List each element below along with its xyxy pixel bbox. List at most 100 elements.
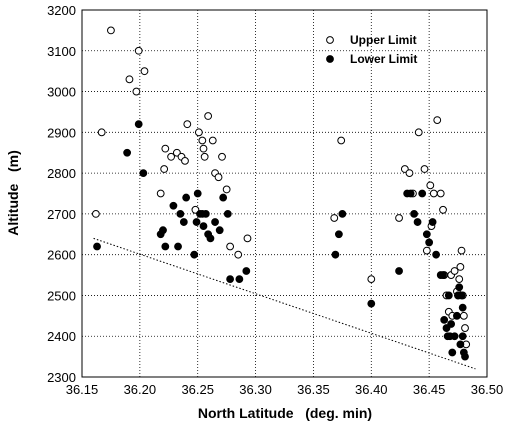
data-points <box>91 26 471 361</box>
upper-limit-point <box>426 181 435 190</box>
upper-limit-point <box>420 165 429 173</box>
legend: Upper Limit Lower Limit <box>326 33 417 66</box>
lower-limit-point <box>432 250 440 259</box>
upper-limit-point <box>405 169 414 178</box>
upper-limit-point <box>194 128 203 137</box>
lower-limit-point <box>428 218 437 226</box>
y-tick-label: 2300 <box>47 370 76 385</box>
upper-limit-point <box>125 75 134 84</box>
lower-limit-point <box>425 238 434 247</box>
lower-limit-point <box>182 193 191 202</box>
x-axis-title: North Latitude (deg. min) <box>198 405 372 421</box>
y-tick-label: 2800 <box>47 166 76 181</box>
upper-limit-point <box>161 144 170 153</box>
lower-limit-point <box>219 193 228 202</box>
upper-limit-point <box>156 189 165 198</box>
lower-limit-point <box>134 120 143 129</box>
lower-limit-point <box>242 267 251 275</box>
upper-limit-point <box>140 67 149 76</box>
lower-limit-point <box>444 291 453 300</box>
lower-limit-point <box>413 218 422 226</box>
lower-limit-point <box>422 230 431 239</box>
lower-limit-point <box>454 291 462 300</box>
upper-limit-point <box>367 275 376 284</box>
lower-limit-point <box>458 303 467 312</box>
upper-limit-point <box>461 324 469 332</box>
lower-limit-point <box>453 311 461 320</box>
lower-limit-point <box>410 209 419 218</box>
lower-limit-point <box>215 226 224 235</box>
y-tick-label: 2400 <box>47 329 76 344</box>
upper-limit-point <box>91 209 100 218</box>
upper-limit-point <box>208 136 217 145</box>
upper-limit-point <box>97 128 106 137</box>
lower-limit-point <box>331 250 340 259</box>
upper-limit-point <box>429 189 438 198</box>
upper-limit-point <box>337 136 346 145</box>
lower-limit-point <box>447 320 456 328</box>
upper-limit-point <box>199 144 208 153</box>
upper-limit-point <box>243 234 252 243</box>
upper-limit-point <box>330 214 339 222</box>
upper-limit-point <box>167 152 176 161</box>
upper-limit-point <box>183 120 192 129</box>
lower-limit-point <box>190 250 199 259</box>
lower-limit-point <box>159 226 167 235</box>
upper-limit-point <box>218 152 226 161</box>
lower-limit-point <box>179 218 188 226</box>
upper-limit-point <box>459 311 468 320</box>
lower-limit-point <box>176 209 185 218</box>
lower-limit-point <box>439 271 447 279</box>
y-tick-label: 2500 <box>47 288 76 303</box>
upper-limit-point <box>222 185 231 194</box>
upper-limit-point <box>457 246 466 255</box>
upper-limit-point <box>200 152 209 161</box>
upper-limit-point <box>204 112 213 120</box>
lower-limit-point <box>334 230 343 239</box>
lower-limit-point <box>192 218 201 226</box>
lower-limit-point <box>395 267 403 275</box>
lower-limit-point <box>161 242 170 251</box>
lower-limit-point <box>193 189 202 198</box>
upper-limit-point <box>455 275 464 284</box>
lower-limit-point <box>169 201 178 210</box>
lower-limit-point <box>450 332 459 341</box>
plot-area-frame <box>81 9 488 378</box>
lower-limit-point <box>406 189 415 198</box>
x-tick-label: 36.50 <box>471 382 504 397</box>
x-tick-label: 36.20 <box>124 382 157 397</box>
lower-limit-point <box>199 222 208 231</box>
y-tick-label: 2600 <box>47 248 76 263</box>
lower-limit-point <box>456 340 465 349</box>
upper-limit-point <box>436 189 445 198</box>
legend-lower-limit-marker <box>326 55 334 63</box>
y-axis-ticks: 2300 2400 2500 2600 2700 2800 2900 3000 3100 3200 <box>47 3 76 385</box>
lower-limit-point <box>458 332 467 341</box>
upper-limit-point <box>132 87 141 96</box>
x-tick-label: 36.40 <box>355 382 388 397</box>
lower-limit-point <box>440 316 449 324</box>
x-axis-ticks: 36.15 36.20 36.25 36.30 36.35 36.40 36.45 36.50 <box>66 382 504 397</box>
series-upper-limit <box>91 26 471 349</box>
y-tick-label: 3100 <box>47 44 76 59</box>
x-tick-label: 36.35 <box>297 382 330 397</box>
upper-limit-point <box>134 46 143 55</box>
x-tick-label: 36.45 <box>413 382 446 397</box>
upper-limit-point <box>439 205 447 214</box>
lower-limit-point <box>211 218 219 226</box>
legend-upper-limit-label: Upper Limit <box>350 33 417 47</box>
lower-limit-point <box>338 209 347 218</box>
upper-limit-point <box>234 250 243 259</box>
upper-limit-point <box>422 246 431 255</box>
y-axis-title: Altitude (m) <box>5 150 21 236</box>
legend-upper-limit-marker <box>326 36 334 44</box>
lower-limit-point <box>367 299 376 308</box>
lower-limit-point <box>455 283 464 292</box>
upper-limit-point <box>107 26 115 35</box>
upper-limit-point <box>395 214 403 222</box>
lower-limit-point <box>461 352 469 361</box>
lower-limit-point <box>448 348 457 357</box>
y-tick-label: 2700 <box>47 207 76 222</box>
upper-limit-point <box>214 173 223 182</box>
upper-limit-point <box>433 116 442 124</box>
